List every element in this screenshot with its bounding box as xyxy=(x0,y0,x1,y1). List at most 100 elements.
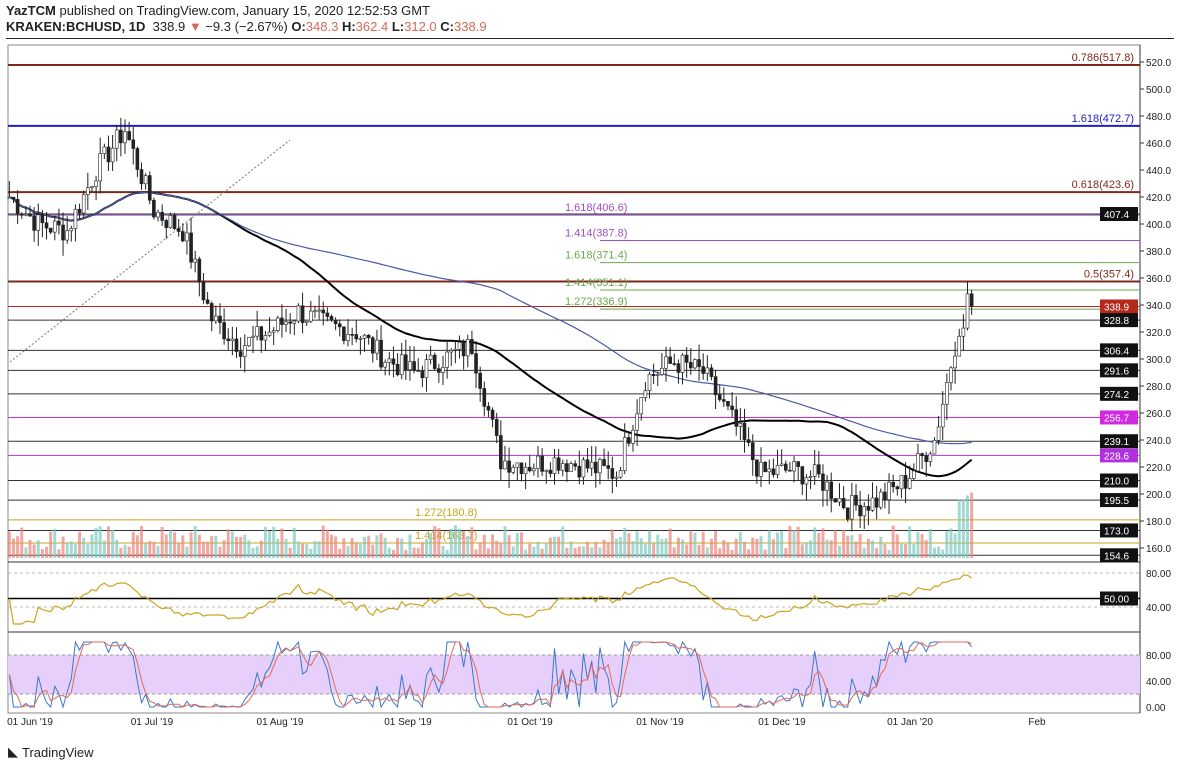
candle-body xyxy=(874,497,879,508)
candle-body xyxy=(717,394,722,400)
volume-bar xyxy=(941,549,945,558)
candle-body xyxy=(313,310,317,313)
candle-body xyxy=(209,303,214,322)
price-badge xyxy=(1100,386,1138,401)
volume-bar xyxy=(635,531,639,558)
volume-bar xyxy=(226,529,230,558)
volume-bar xyxy=(565,547,569,558)
price-badge xyxy=(1100,523,1138,538)
volume-bar xyxy=(780,530,784,558)
candle-body xyxy=(32,215,36,231)
candle-body xyxy=(924,455,929,462)
volume-bar xyxy=(78,531,82,558)
candle-body xyxy=(288,321,292,324)
candle-body xyxy=(581,459,586,478)
price-tick-label: 440.0 xyxy=(1146,166,1171,177)
volume-bar xyxy=(491,534,495,558)
volume-bar xyxy=(689,530,693,558)
volume-bar xyxy=(445,549,449,558)
volume-bar xyxy=(614,538,618,558)
volume-bar xyxy=(94,527,98,558)
candle-body xyxy=(730,405,734,410)
volume-bar xyxy=(850,535,854,558)
volume-bar xyxy=(904,543,908,558)
volume-bar xyxy=(53,528,57,558)
volume-bar xyxy=(648,530,651,558)
candle-body xyxy=(131,139,136,149)
volume-bar xyxy=(387,547,391,558)
candle-body xyxy=(416,370,421,372)
candle-body xyxy=(44,222,49,229)
volume-bar xyxy=(519,532,523,558)
candle-body xyxy=(713,376,718,396)
candle-body xyxy=(457,342,462,350)
candle-body xyxy=(523,466,528,475)
volume-bar xyxy=(20,527,24,558)
date-tick-label: 01 Aug '19 xyxy=(257,717,304,728)
symbol[interactable]: KRAKEN:BCHUSD, 1D xyxy=(6,19,146,34)
candle-body xyxy=(878,491,883,508)
candle-body xyxy=(333,319,338,325)
candle-body xyxy=(622,437,627,471)
candle-body xyxy=(247,336,251,347)
author[interactable]: YazTCM xyxy=(6,3,56,18)
open-label: O: xyxy=(291,19,306,34)
volume-bar xyxy=(548,537,552,558)
volume-bar xyxy=(363,536,367,558)
volume-bar xyxy=(11,538,15,558)
tradingview-logo[interactable]: ◣ TradingView xyxy=(8,744,94,760)
volume-bar xyxy=(449,528,453,558)
candle-body xyxy=(887,481,891,500)
rsi-line xyxy=(8,574,972,625)
candle-body xyxy=(775,465,780,475)
header-divider xyxy=(6,38,1174,39)
candle-body xyxy=(866,506,871,511)
volume-bar xyxy=(24,547,28,558)
volume-bar xyxy=(305,543,309,558)
volume-bar xyxy=(825,539,829,558)
ma-black-line xyxy=(9,191,973,478)
close-value: 338.9 xyxy=(454,19,487,34)
candle-body xyxy=(461,342,466,357)
volume-bar xyxy=(763,549,767,558)
volume-bar xyxy=(367,535,371,558)
volume-bar xyxy=(664,538,668,558)
volume-bar xyxy=(458,528,462,558)
candle-body xyxy=(515,462,520,468)
volume-bar xyxy=(623,527,627,558)
volume-bar xyxy=(251,547,255,558)
candle-body xyxy=(61,224,65,241)
candle-body xyxy=(284,321,288,325)
volume-bar xyxy=(569,541,573,558)
price-tick-label: 220.0 xyxy=(1146,463,1171,474)
candle-body xyxy=(804,477,809,485)
candle-body xyxy=(412,361,416,371)
candle-body xyxy=(127,131,131,141)
stoch-d-line xyxy=(8,641,972,708)
volume-bar xyxy=(338,548,342,558)
candle-body xyxy=(453,349,458,351)
candle-body xyxy=(614,476,619,479)
volume-bar xyxy=(899,543,903,558)
candle-body xyxy=(358,338,363,340)
candle-body xyxy=(156,211,160,218)
candle-body xyxy=(503,460,507,470)
price-tick-label: 300.0 xyxy=(1146,355,1171,366)
candle-body xyxy=(300,305,305,323)
volume-bar xyxy=(90,534,94,558)
candle-body xyxy=(408,361,412,371)
candle-body xyxy=(660,367,664,376)
candle-body xyxy=(783,463,788,471)
chart-header: YazTCM published on TradingView.com, Jan… xyxy=(6,3,487,35)
candle-body xyxy=(292,320,297,324)
candle-body xyxy=(375,339,379,354)
candle-body xyxy=(40,214,45,224)
price-change: −9.3 (−2.67%) xyxy=(205,19,288,34)
volume-bar xyxy=(833,530,837,558)
candle-body xyxy=(573,463,577,467)
price-tick-label: 520.0 xyxy=(1146,58,1171,69)
volume-bar xyxy=(329,534,333,558)
volume-bar xyxy=(197,534,201,558)
candle-body xyxy=(470,339,474,354)
